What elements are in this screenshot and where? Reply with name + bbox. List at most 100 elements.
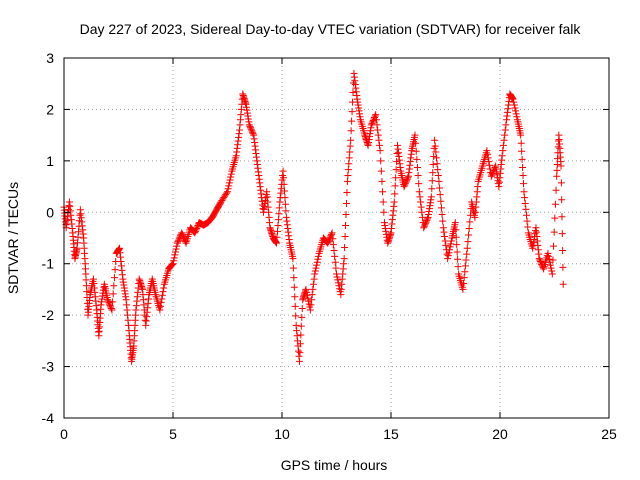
data-point — [311, 270, 319, 278]
data-point — [347, 136, 355, 144]
data-point — [310, 275, 318, 283]
data-point — [465, 224, 473, 232]
data-point — [484, 154, 492, 162]
data-point — [328, 230, 336, 238]
chart-title: Day 227 of 2023, Sidereal Day-to-day VTE… — [80, 21, 582, 37]
x-tick-label: 0 — [60, 426, 68, 442]
data-point — [342, 210, 350, 218]
data-point — [403, 175, 411, 183]
data-point — [307, 301, 315, 309]
data-point — [105, 299, 113, 307]
data-point — [429, 161, 437, 169]
data-point — [485, 158, 493, 166]
data-point — [303, 291, 311, 299]
data-point — [274, 222, 282, 230]
data-point — [447, 240, 455, 248]
data-point — [422, 218, 430, 226]
data-point — [273, 227, 281, 235]
data-point — [513, 113, 521, 121]
data-point — [291, 302, 299, 310]
data-point — [192, 226, 200, 234]
data-point — [308, 296, 316, 304]
data-point — [489, 169, 497, 177]
data-point — [463, 250, 471, 258]
data-point — [427, 193, 435, 201]
data-point — [296, 349, 304, 357]
data-point — [523, 217, 531, 225]
data-point — [517, 139, 525, 147]
data-point — [401, 180, 409, 188]
data-point — [371, 112, 379, 120]
data-point — [308, 291, 316, 299]
data-point — [333, 270, 340, 278]
data-point — [295, 357, 303, 365]
data-point — [159, 288, 167, 296]
data-point — [82, 270, 90, 278]
data-point — [347, 127, 355, 135]
data-point — [348, 108, 356, 116]
data-point — [417, 203, 425, 211]
data-point — [461, 262, 469, 270]
data-point — [460, 280, 468, 288]
data-point — [548, 270, 556, 278]
data-point — [537, 259, 545, 267]
data-point — [463, 244, 471, 252]
data-point — [313, 261, 321, 269]
data-point — [171, 251, 179, 259]
data-point — [377, 157, 385, 165]
data-point — [452, 226, 460, 234]
data-point — [309, 280, 317, 288]
data-point — [511, 104, 519, 112]
data-point — [428, 185, 436, 193]
data-point — [453, 241, 461, 249]
data-point — [331, 252, 339, 260]
data-point — [247, 125, 255, 133]
data-point — [157, 302, 165, 310]
data-point — [429, 169, 437, 177]
data-point — [377, 167, 385, 175]
data-point — [559, 280, 567, 288]
data-point — [224, 185, 232, 193]
data-point — [111, 266, 119, 274]
y-tick-label: -4 — [42, 410, 55, 426]
data-point — [160, 284, 168, 292]
data-point — [368, 119, 376, 127]
data-point — [331, 258, 339, 266]
data-point — [404, 174, 412, 182]
data-point — [289, 255, 297, 263]
data-point — [557, 162, 565, 170]
data-point — [437, 197, 445, 205]
data-point — [435, 177, 443, 185]
data-point — [342, 199, 350, 207]
data-point — [109, 290, 117, 298]
data-point — [439, 217, 447, 225]
data-point — [173, 239, 181, 247]
data-point — [417, 198, 425, 206]
data-point — [330, 246, 338, 254]
data-point — [374, 131, 382, 139]
data-point — [423, 215, 431, 223]
data-point — [375, 141, 383, 149]
data-point — [401, 181, 409, 189]
data-point — [106, 302, 114, 310]
data-point — [444, 252, 452, 260]
y-tick-label: -3 — [42, 359, 55, 375]
data-point — [249, 130, 257, 138]
data-point — [334, 279, 342, 287]
data-point — [510, 98, 518, 106]
data-point — [518, 147, 526, 155]
data-point — [280, 174, 288, 182]
data-point — [297, 322, 305, 330]
data-point — [499, 141, 507, 149]
data-point — [304, 297, 312, 305]
data-point — [440, 228, 448, 236]
data-point — [509, 95, 517, 103]
data-point — [173, 242, 181, 250]
data-point — [454, 263, 462, 271]
data-point — [431, 142, 439, 150]
data-point — [422, 219, 430, 227]
data-point — [191, 229, 199, 237]
data-point — [281, 194, 289, 202]
data-point — [193, 223, 201, 231]
y-tick-label: 0 — [46, 204, 54, 220]
